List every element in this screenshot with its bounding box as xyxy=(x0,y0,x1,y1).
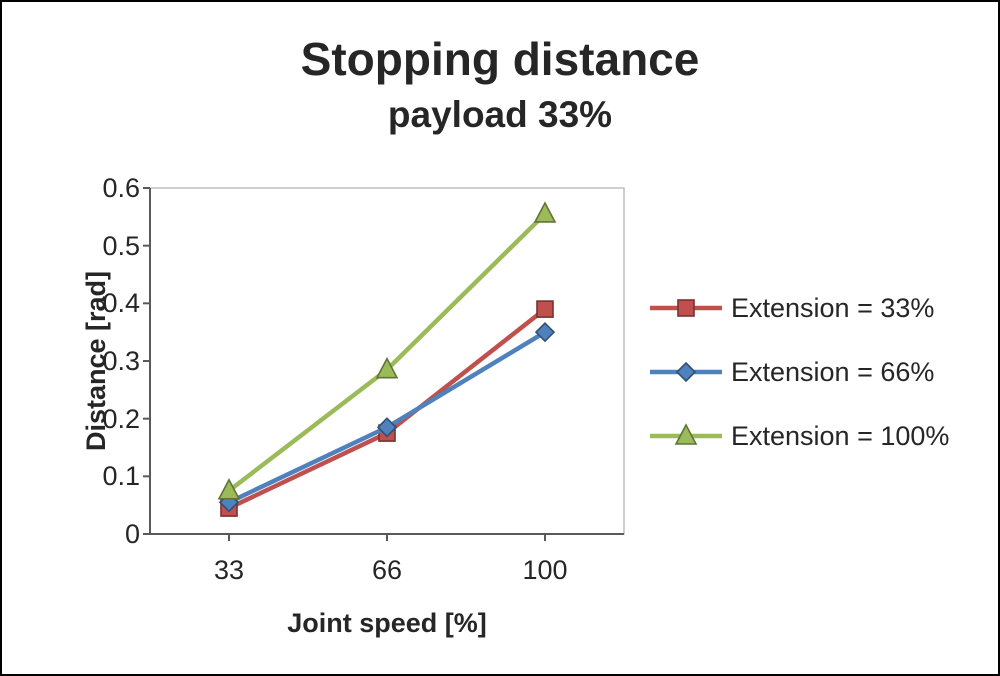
y-tick-label: 0.6 xyxy=(102,173,140,203)
series-line xyxy=(227,212,547,493)
x-tick-label: 33 xyxy=(213,555,245,585)
legend-label: Extension = 33% xyxy=(731,292,935,323)
legend-marker-triangle xyxy=(650,423,722,445)
legend-label: Extension = 66% xyxy=(731,356,935,387)
y-tick-label: 0.5 xyxy=(102,231,140,261)
x-tick-label: 66 xyxy=(371,555,403,585)
y-tick-label: 0.1 xyxy=(102,461,140,491)
legend-marker-diamond xyxy=(650,361,722,383)
y-tick-label: 0.4 xyxy=(102,288,140,318)
legend-item: Extension = 100% xyxy=(647,418,949,454)
chart-title: Stopping distance xyxy=(300,33,700,85)
chart-subtitle: payload 33% xyxy=(387,94,613,135)
legend: Extension = 33% Extension = 66% Extension … xyxy=(647,290,949,454)
y-tick-label: 0 xyxy=(124,519,140,549)
legend-item: Extension = 66% xyxy=(647,354,949,390)
legend-item: Extension = 33% xyxy=(647,290,949,326)
x-axis-title: Joint speed [%] xyxy=(287,608,487,638)
legend-label: Extension = 100% xyxy=(731,420,950,451)
y-tick-label: 0.3 xyxy=(102,346,140,376)
legend-marker-square xyxy=(650,299,722,317)
x-tick-label: 100 xyxy=(522,555,568,585)
y-tick-label: 0.2 xyxy=(102,404,140,434)
